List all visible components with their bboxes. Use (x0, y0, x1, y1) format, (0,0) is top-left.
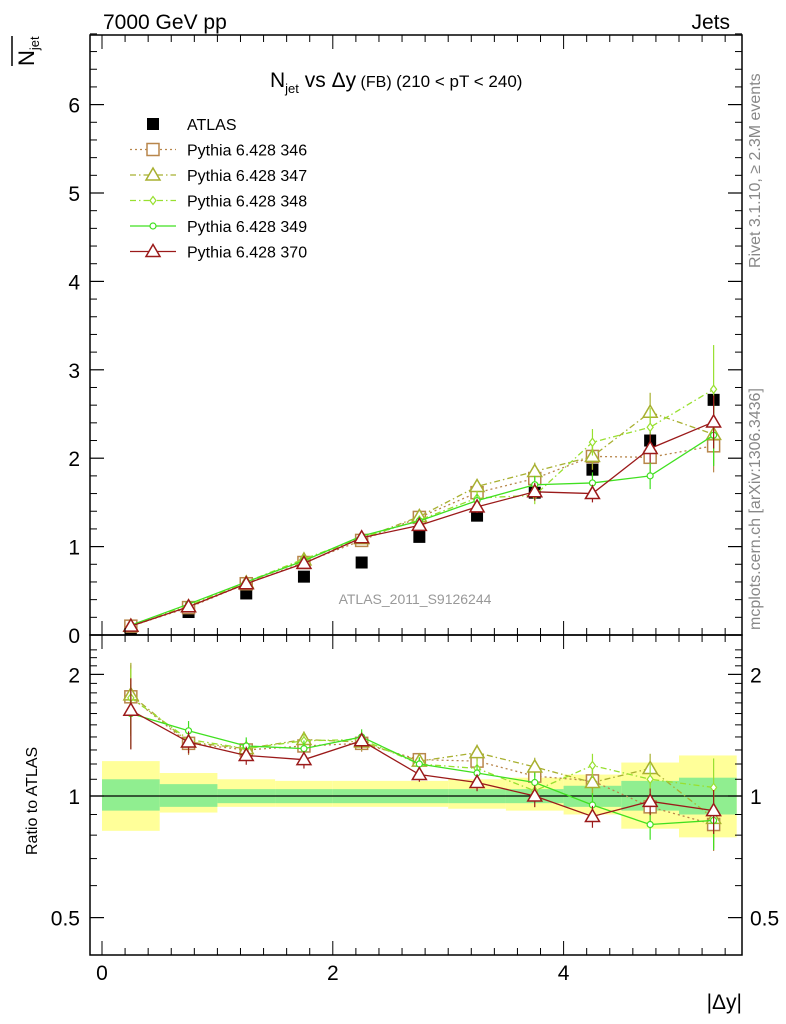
ratio-point (526, 787, 544, 802)
legend-label: Pythia 6.428 370 (187, 245, 307, 262)
data-point (646, 422, 654, 433)
y-tick-label: 5 (68, 183, 80, 206)
ratio-tick-label-left: 0.5 (51, 908, 80, 931)
data-point (646, 472, 654, 480)
ratio-tick-label-right: 2 (750, 664, 762, 687)
data-point (526, 483, 544, 498)
data-point (295, 554, 313, 570)
legend-entry: Pythia 6.428 349 (130, 219, 307, 236)
stat-uncertainty-band (102, 779, 160, 811)
series-line (130, 388, 714, 626)
data-point (641, 439, 659, 455)
legend-entry: Pythia 6.428 348 (130, 194, 307, 211)
data-point (584, 485, 601, 500)
data-point (237, 575, 255, 590)
ratio-point (180, 733, 197, 748)
main-series (127, 345, 718, 631)
legend-marker (147, 118, 159, 130)
ratio-series-line (130, 694, 715, 819)
data-point (353, 529, 370, 544)
data-point (297, 570, 310, 583)
legend-marker (144, 166, 162, 181)
data-point (413, 530, 426, 543)
data-point (355, 556, 368, 569)
legend-label: Pythia 6.428 347 (187, 168, 307, 185)
xlabel: |Δy| (707, 991, 742, 1014)
ratio-point (237, 746, 255, 762)
watermark: ATLAS_2011_S9126244 (339, 591, 492, 607)
legend-marker (149, 222, 157, 230)
legend-entry: Pythia 6.428 347 (130, 166, 307, 185)
ratio-point (295, 751, 313, 766)
data-point (411, 516, 428, 532)
y-tick-label: 0 (68, 625, 80, 648)
ratio-tick-label-right: 0.5 (750, 908, 779, 931)
ratio-series (122, 678, 722, 834)
data-point (468, 498, 486, 513)
y-tick-label: 3 (68, 360, 80, 383)
x-tick-label: 4 (558, 962, 570, 985)
main-ylabel: Njet (11, 36, 42, 66)
ratio-point (300, 745, 308, 753)
ratio-point (641, 792, 659, 808)
rivet-label: Rivet 3.1.10, ≥ 2.3M events (747, 73, 764, 268)
ratio-series-line (130, 697, 714, 792)
legend-entry: Pythia 6.428 370 (130, 243, 307, 262)
y-tick-label: 6 (68, 95, 80, 118)
data-point (705, 413, 722, 428)
ratio-point (411, 766, 428, 781)
legend-marker (149, 195, 157, 206)
legend-entry: Pythia 6.428 346 (130, 143, 307, 160)
x-tick-label: 2 (327, 962, 339, 985)
plot-title: Njet vs Δy (FB) (210 < pT < 240) (270, 69, 522, 96)
y-tick-label: 2 (68, 448, 80, 471)
ratio-point (705, 802, 722, 817)
data-point (526, 462, 544, 478)
legend-entry: ATLAS (147, 117, 237, 134)
data-point (709, 384, 718, 395)
legend-label: Pythia 6.428 346 (187, 143, 307, 160)
ratio-point (584, 774, 601, 789)
ratio-tick-label-left: 2 (68, 664, 80, 687)
y-tick-label: 1 (68, 537, 80, 560)
header-right: Jets (691, 11, 730, 34)
data-point (471, 509, 484, 522)
data-point (588, 437, 597, 448)
ratio-point (646, 774, 654, 785)
ratio-point (526, 758, 544, 773)
ratio-point (468, 774, 486, 789)
ratio-frame (89, 634, 743, 956)
data-point (180, 598, 197, 613)
legend-label: ATLAS (187, 117, 237, 134)
series-line (130, 445, 714, 627)
data-point (122, 617, 140, 632)
legend-marker (144, 243, 162, 258)
ratio-point (531, 778, 539, 787)
ratio-point (353, 732, 370, 747)
legend-marker (146, 142, 160, 157)
main-series (122, 395, 722, 632)
svg-text:Njet: Njet (14, 36, 42, 66)
ratio-point (584, 807, 601, 823)
ratio-point (588, 760, 597, 771)
x-tick-label: 0 (96, 962, 108, 985)
ratio-point (646, 820, 654, 829)
ratio-tick-label-right: 1 (750, 786, 762, 809)
ratio-point (468, 744, 486, 759)
legend-label: Pythia 6.428 348 (187, 194, 307, 211)
ratio-point (122, 701, 140, 717)
series-line (130, 411, 714, 627)
legend-label: Pythia 6.428 349 (187, 219, 307, 236)
mcplots-label: mcplots.cern.ch [arXiv:1306.3436] (747, 388, 764, 630)
y-tick-label: 4 (68, 271, 80, 294)
header-left: 7000 GeV pp (103, 11, 227, 34)
ratio-ylabel: Ratio to ATLAS (24, 747, 41, 855)
ratio-tick-label-left: 1 (68, 786, 80, 809)
